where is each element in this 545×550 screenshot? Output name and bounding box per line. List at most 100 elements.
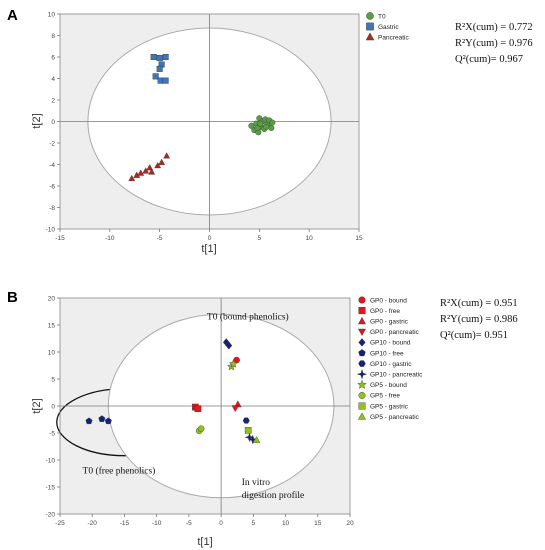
panel-a-y-axis-label: t[2] xyxy=(31,113,43,128)
panel-b-x-tick-label: -25 xyxy=(55,520,65,527)
panel-b-point-gp10-free xyxy=(98,415,106,422)
panel-b-legend-marker xyxy=(358,402,366,410)
panel-a-point-t0 xyxy=(268,124,275,131)
panel-b-point-gp5-free xyxy=(197,425,205,432)
panel-b-point-gp10-gastric xyxy=(242,417,250,424)
panel-b-legend-label: GP10 - pancreatic xyxy=(370,372,423,379)
panel-b-legend-label: GP5 - free xyxy=(370,393,400,400)
panel-b-point-gp10-bound xyxy=(225,341,233,350)
panel-b-stat-r2y: R²Y(cum) = 0.986 xyxy=(440,314,518,325)
panel-b-point-gp10-pancreatic xyxy=(244,432,255,443)
panel-a-point-gastric xyxy=(157,77,164,84)
panel-b-x-tick-label: -5 xyxy=(186,520,192,527)
panel-a-legend-marker xyxy=(366,22,374,31)
panel-a-legend: T0 Gastric Pancreatic xyxy=(365,12,409,41)
panel-a-letter: A xyxy=(7,7,18,24)
panel-b-letter: B xyxy=(7,289,18,306)
panel-b-stats: R²X(cum) = 0.951 R²Y(cum) = 0.986 Q²(cum… xyxy=(440,298,518,341)
panel-b-point-gp10-pancreatic xyxy=(247,434,258,445)
panel-a-point-gastric xyxy=(152,73,159,80)
panel-b-point-gp5-bound xyxy=(228,359,238,368)
panel-a-point-pancreatic xyxy=(146,164,154,171)
panel-a-point-gastric xyxy=(156,55,163,62)
panel-b-legend-marker xyxy=(358,316,366,325)
panel-a-legend-label: Gastric xyxy=(378,24,399,31)
panel-a-stat-r2y: R²Y(cum) = 0.976 xyxy=(455,38,533,49)
panel-a-x-tick-label: 10 xyxy=(306,235,314,242)
panel-b-y-tick-label: -20 xyxy=(46,511,56,518)
panel-a-point-pancreatic xyxy=(128,174,136,182)
panel-b-y-tick-label: 20 xyxy=(48,295,56,302)
panel-b-y-tick-label: 15 xyxy=(48,322,56,329)
panel-b-legend-label: GP0 - free xyxy=(370,308,400,315)
panel-a-marks: -15 -10 -5 0 5 10 15 -10 -8 -6 -4 -2 0 2 4 6 8 10 xyxy=(46,11,363,242)
panel-b-legend-marker xyxy=(358,360,366,367)
panel-b-legend: GP0 - bound GP0 - free GP0 - gastric GP0 - … xyxy=(356,296,423,421)
panel-a-y-tick-label: 2 xyxy=(51,97,55,104)
panel-a-y-tick-label: -6 xyxy=(49,183,55,190)
panel-a-point-t0 xyxy=(248,122,255,129)
panel-b-legend-label: GP5 - gastric xyxy=(370,403,409,410)
panel-b-stat-q2: Q²(cum)= 0.951 xyxy=(440,330,508,341)
annotation-bound-phenolics: T0 (bound phenolics) xyxy=(207,312,289,323)
panel-b-legend-marker xyxy=(358,391,366,399)
panel-a-y-tick-label: -2 xyxy=(49,140,55,147)
panel-a-x-tick-label: -10 xyxy=(105,235,115,242)
annotation-free-phenolics: T0 (free phenolics) xyxy=(83,466,156,477)
panel-a-point-t0 xyxy=(254,124,261,131)
panel-b-legend-label: GP10 - free xyxy=(370,350,404,357)
panel-b-legend-label: GP0 - gastric xyxy=(370,319,409,326)
panel-a-point-gastric xyxy=(162,54,169,61)
panel-b-point-gp10-free xyxy=(104,417,112,425)
panel-a-point-pancreatic xyxy=(137,169,145,176)
panel-a-point-t0 xyxy=(257,120,264,127)
panel-a-y-tick-label: 6 xyxy=(51,54,55,61)
panel-a-point-pancreatic xyxy=(148,168,156,175)
panel-b-annotations: T0 (bound phenolics) T0 (free phenolics)… xyxy=(83,312,305,501)
panel-b-legend-marker xyxy=(358,296,366,304)
panel-b-x-tick-label: -10 xyxy=(152,520,162,527)
panel-b-legend-label: GP5 - pancreatic xyxy=(370,414,420,421)
panel-a-legend-marker xyxy=(366,12,374,20)
panel-a-legend-label: T0 xyxy=(378,13,386,20)
annotation-digestion-profile: digestion profile xyxy=(242,490,305,501)
panel-a-x-tick-label: -5 xyxy=(157,235,163,242)
panel-b-legend-marker xyxy=(358,338,366,347)
panel-a-x-tick-label: 15 xyxy=(355,235,363,242)
panel-a-point-gastric xyxy=(150,54,157,61)
panel-b-y-axis-label: t[2] xyxy=(31,398,43,413)
panel-b-legend-label: GP5 - bound xyxy=(370,382,407,389)
panel-a-stat-q2: Q²(cum)= 0.967 xyxy=(455,54,523,65)
panel-b-legend-marker xyxy=(358,349,366,357)
panel-b-x-tick-label: -20 xyxy=(88,520,98,527)
panel-b-y-tick-label: -10 xyxy=(46,457,56,464)
panel-b-y-tick-label: -15 xyxy=(46,484,56,491)
panel-b-legend-marker xyxy=(358,328,366,337)
panel-b-point-gp10-free xyxy=(85,417,93,425)
panel-b-x-tick-label: 15 xyxy=(314,520,322,527)
panel-b-x-tick-label: 5 xyxy=(252,520,256,527)
panel-a-y-tick-label: -8 xyxy=(49,205,55,212)
panel-a-point-pancreatic xyxy=(158,158,166,165)
panel-b-x-tick-label: 10 xyxy=(282,520,290,527)
panel-a-x-axis-label: t[1] xyxy=(201,243,216,255)
panel-b-x-tick-label: 20 xyxy=(346,520,354,527)
panel-b: B -25 -20 -15 -10 -5 0 5 10 15 20 -20 -15 -10 -5 0 5 10 1… xyxy=(7,289,518,548)
panel-a-y-tick-label: 4 xyxy=(51,76,55,83)
panel-b-legend-marker xyxy=(358,412,366,420)
panel-b-legend-label: GP10 - gastric xyxy=(370,361,412,368)
panel-b-legend-label: GP10 - bound xyxy=(370,340,411,347)
panel-b-point-gp5-pancreatic xyxy=(252,436,261,443)
panel-b-point-gp0-free xyxy=(194,405,202,413)
panel-a-point-pancreatic xyxy=(142,167,150,174)
panel-b-legend-marker xyxy=(356,368,368,380)
panel-b-stat-r2x: R²X(cum) = 0.951 xyxy=(440,298,518,309)
panel-a-point-gastric xyxy=(156,65,163,72)
panel-a-y-tick-label: 0 xyxy=(51,119,55,126)
panel-a-x-tick-label: 0 xyxy=(208,235,212,242)
panel-b-y-tick-label: 10 xyxy=(48,349,56,356)
panel-a-x-tick-label: 5 xyxy=(258,235,262,242)
panel-a-x-tick-label: -15 xyxy=(55,235,65,242)
